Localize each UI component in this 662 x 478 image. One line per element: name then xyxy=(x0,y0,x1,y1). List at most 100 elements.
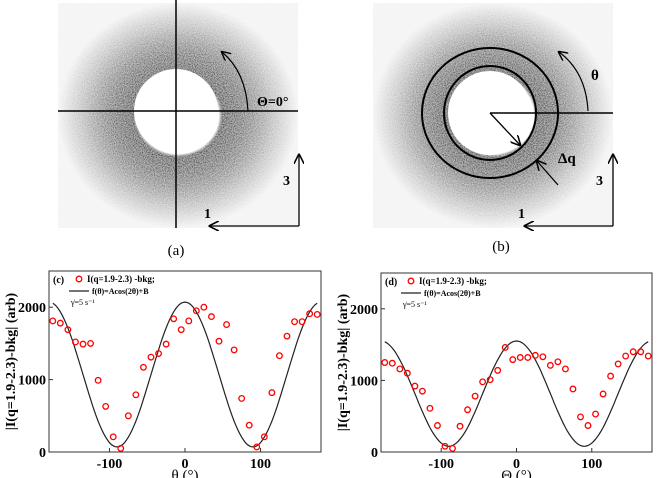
y-tick-label: 2000 xyxy=(350,303,378,318)
legend-data-label: I(q=1.9-2.3) -bkg; xyxy=(419,276,487,286)
x-axis-label: Θ (°) xyxy=(501,468,532,478)
data-point xyxy=(64,326,72,334)
data-point xyxy=(426,404,434,412)
data-point xyxy=(170,315,178,323)
legend-shear-rate: γ̇=5 s⁻¹ xyxy=(70,298,95,307)
data-point xyxy=(456,422,464,430)
data-point xyxy=(486,376,494,384)
data-point xyxy=(396,365,404,373)
x-tick-label: 0 xyxy=(513,457,520,472)
scattering-pattern-a: Θ=0° 3 1 (a) xyxy=(58,0,299,259)
data-point xyxy=(637,348,645,356)
axis1-label: 1 xyxy=(204,207,211,222)
data-point xyxy=(79,340,87,348)
data-point xyxy=(313,310,321,318)
panel-label: (c) xyxy=(53,275,64,286)
data-point xyxy=(546,361,554,369)
legend-fit-label: f(θ)=Acos(2θ)+B xyxy=(424,289,481,298)
y-tick-label: 1000 xyxy=(18,374,46,389)
data-point xyxy=(479,378,487,386)
data-point xyxy=(554,358,562,366)
data-point xyxy=(614,360,622,368)
data-point xyxy=(109,433,117,441)
legend-marker xyxy=(75,275,83,283)
radius-arrow-icon xyxy=(489,112,520,145)
data-point xyxy=(298,318,306,326)
data-point xyxy=(49,317,57,325)
data-point xyxy=(223,321,231,329)
data-point xyxy=(139,363,147,371)
data-point xyxy=(381,359,389,366)
data-point xyxy=(531,351,539,359)
data-point xyxy=(87,339,95,347)
data-point xyxy=(71,338,79,346)
data-point xyxy=(622,352,630,360)
legend-data-label: I(q=1.9-2.3) -bkg; xyxy=(87,274,155,284)
fit-curve xyxy=(384,340,649,447)
panel-label: (d) xyxy=(385,277,397,288)
data-point xyxy=(94,376,102,384)
data-point xyxy=(501,344,509,351)
data-point xyxy=(471,392,479,400)
data-point xyxy=(207,313,215,321)
data-point xyxy=(102,402,110,410)
data-point xyxy=(245,421,253,429)
data-point xyxy=(162,340,170,348)
angle-arrow-icon xyxy=(559,52,589,112)
data-point xyxy=(411,382,419,390)
data-point xyxy=(185,317,193,325)
data-point xyxy=(569,385,577,393)
data-point xyxy=(561,365,569,373)
dq-arrow-icon xyxy=(537,161,559,186)
data-point xyxy=(434,422,441,429)
angle-label: θ xyxy=(591,68,599,84)
data-point xyxy=(592,410,599,418)
data-point xyxy=(306,310,314,318)
data-point xyxy=(388,359,396,367)
legend-fit-label: f(θ)=Acos(2θ)+B xyxy=(92,287,149,296)
legend-marker xyxy=(407,277,415,285)
y-tick-label: 1000 xyxy=(350,374,378,389)
angle-arrow-icon xyxy=(222,52,249,112)
data-point xyxy=(230,346,238,354)
data-point xyxy=(147,353,155,361)
data-point xyxy=(124,412,132,420)
data-point xyxy=(253,443,261,451)
data-point xyxy=(418,387,426,395)
y-axis-label: |I(q=1.9-2.3)-bkg| (arb) xyxy=(336,293,351,431)
axis3-label: 3 xyxy=(283,174,290,189)
data-point xyxy=(56,319,64,327)
data-point xyxy=(268,389,276,397)
panel-label-b: (b) xyxy=(492,239,510,255)
y-axis-label: |I(q=1.9-2.3)-bkg| (arb) xyxy=(4,292,19,430)
fit-curve xyxy=(52,301,318,448)
x-tick-label: 0 xyxy=(182,457,189,472)
x-tick-label: 100 xyxy=(581,457,602,472)
data-point xyxy=(599,390,607,398)
data-point xyxy=(215,337,223,345)
data-point xyxy=(177,326,185,334)
panel-label-a: (a) xyxy=(168,243,185,259)
data-point xyxy=(238,394,246,402)
data-point xyxy=(577,413,584,421)
data-point xyxy=(524,354,532,361)
data-point xyxy=(509,356,517,364)
data-point xyxy=(539,353,547,361)
x-tick-label: -100 xyxy=(428,457,454,472)
data-point xyxy=(449,444,456,452)
axis3-label: 3 xyxy=(596,174,603,189)
data-point xyxy=(584,422,592,429)
data-point xyxy=(117,444,125,452)
y-tick-label: 0 xyxy=(371,446,378,461)
legend-shear-rate: γ̇=5 s⁻¹ xyxy=(402,300,427,309)
data-point xyxy=(644,352,652,360)
axis1-label: 1 xyxy=(518,207,525,222)
y-tick-label: 2000 xyxy=(18,301,46,316)
data-point xyxy=(275,352,283,360)
data-point xyxy=(291,318,299,326)
data-point xyxy=(607,372,615,380)
dq-label: Δq xyxy=(558,151,576,167)
data-point xyxy=(192,307,200,315)
